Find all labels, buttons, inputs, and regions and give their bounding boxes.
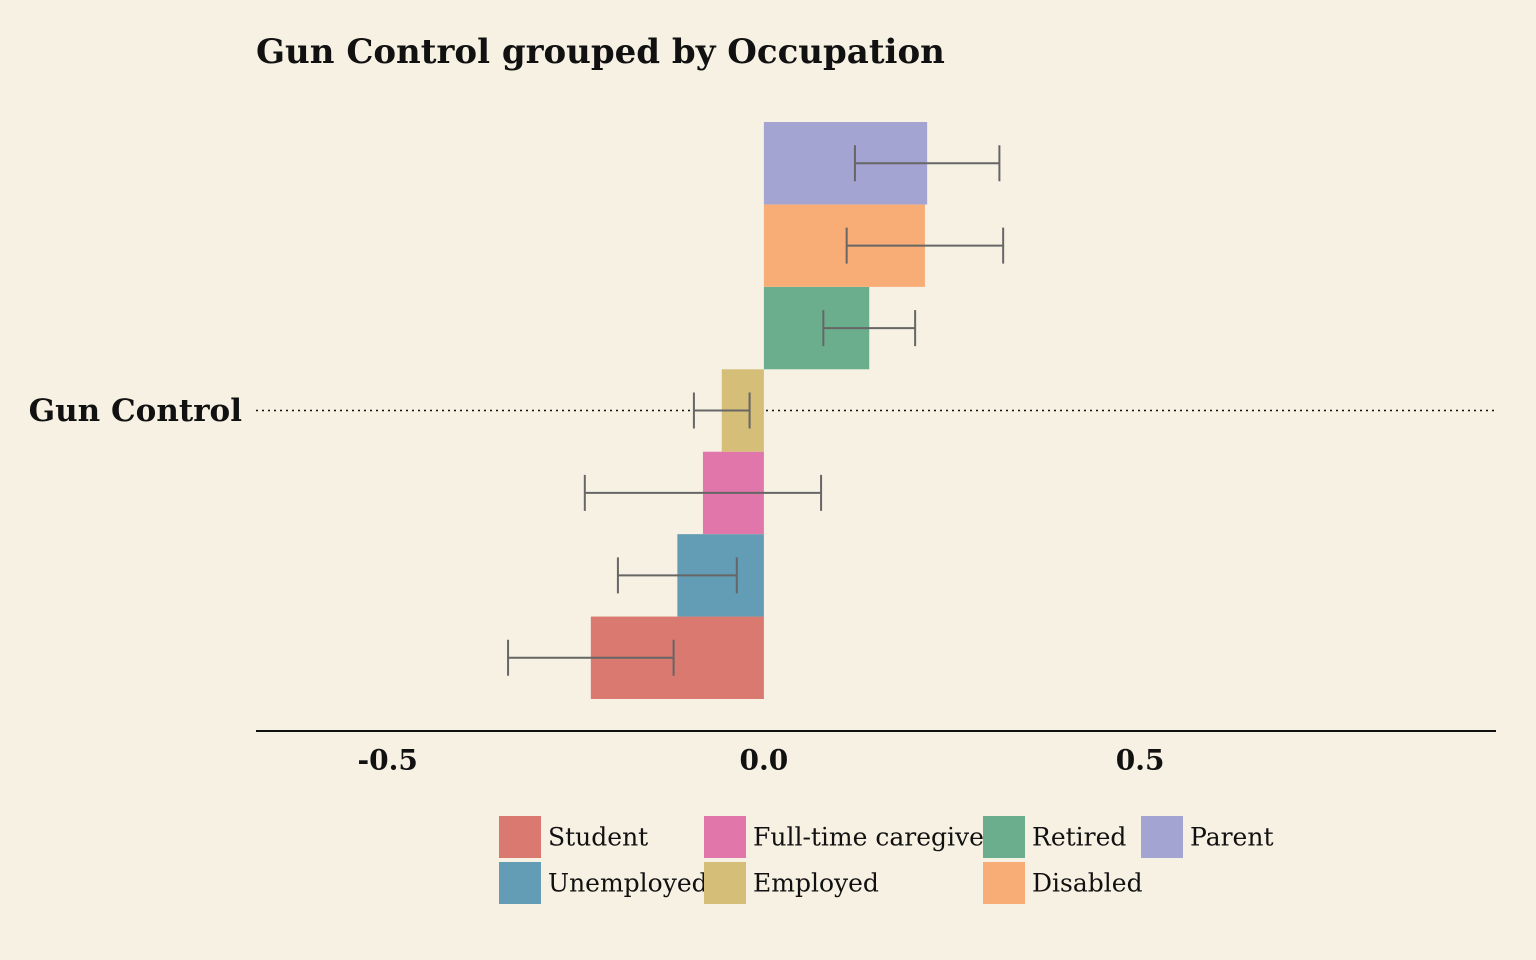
error-bar [822,310,917,347]
error-bar [507,639,675,676]
legend-label: Parent [1190,823,1274,852]
legend-label: Unemployed [548,869,708,898]
legend-label: Retired [1032,823,1126,852]
error-bar [845,227,1005,264]
legend-swatch [704,862,746,904]
y-tick-label: Gun Control [29,393,242,429]
error-bar [692,392,751,429]
x-tick-label: 0.5 [1116,744,1165,777]
legend-swatch [499,862,541,904]
error-bar [583,474,823,511]
legend-swatch [1141,816,1183,858]
legend-swatch [983,816,1025,858]
legend-label: Full-time caregiver [753,823,996,852]
legend-swatch [499,816,541,858]
legend-label: Employed [753,869,879,898]
chart-title: Gun Control grouped by Occupation [256,32,945,72]
legend-label: Student [548,823,648,852]
x-tick-label: 0.0 [740,744,789,777]
x-tick-label: -0.5 [358,744,418,777]
error-bar [853,145,1001,182]
error-bar [616,557,738,594]
legend-label: Disabled [1032,869,1143,898]
legend-swatch [704,816,746,858]
legend-swatch [983,862,1025,904]
